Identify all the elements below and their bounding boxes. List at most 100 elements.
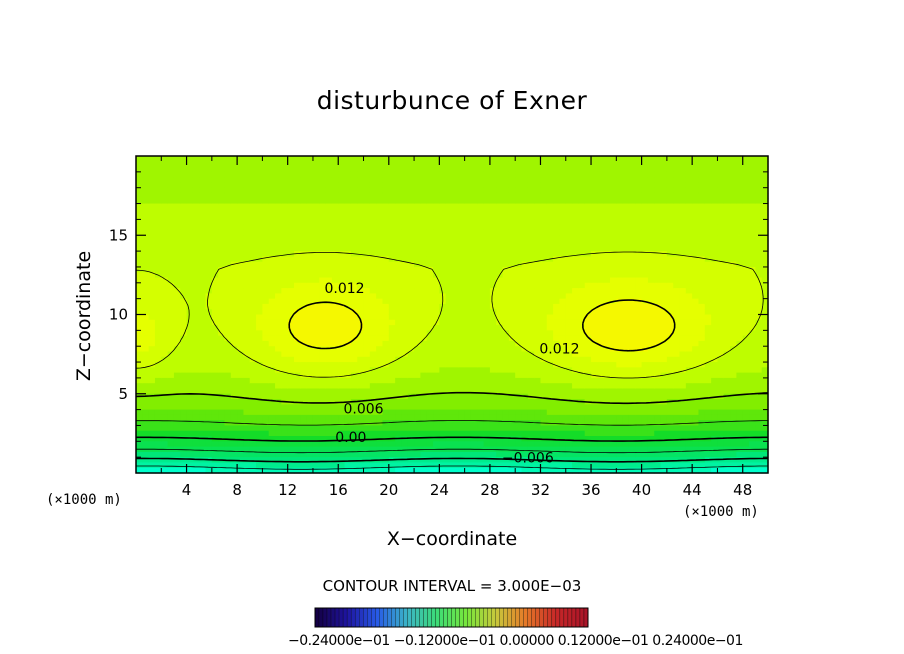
colorbar-segment xyxy=(567,607,573,628)
colorbar-segment xyxy=(407,607,412,628)
colorbar-segment xyxy=(326,607,332,628)
colorbar-segment xyxy=(379,607,384,628)
colorbar-segment xyxy=(491,607,496,628)
colorbar-segment xyxy=(359,607,364,628)
colorbar-segment xyxy=(531,607,536,628)
colorbar-segment xyxy=(511,607,516,628)
x-tick-label: 24 xyxy=(430,481,449,499)
colorbar-segment xyxy=(354,607,360,628)
x-tick-label: 28 xyxy=(480,481,499,499)
x-unit-left: (×1000 m) xyxy=(46,492,122,508)
x-tick-label: 44 xyxy=(683,481,702,499)
colorbar-segment xyxy=(519,607,524,628)
colorbar-segment xyxy=(375,607,380,628)
colorbar-segment xyxy=(527,607,532,628)
colorbar-segment xyxy=(543,607,549,628)
colorbar-segment xyxy=(579,607,585,628)
contour-label: 0.012 xyxy=(539,341,579,357)
colorbar-segment xyxy=(367,607,372,628)
colorbar-segment xyxy=(419,607,424,628)
colorbar-segment xyxy=(334,607,340,628)
contour-line xyxy=(136,448,768,454)
colorbar-segment xyxy=(551,607,557,628)
colorbar-segment xyxy=(338,607,344,628)
x-unit-right: (×1000 m) xyxy=(683,504,759,520)
colorbar-segment xyxy=(395,607,400,628)
colorbar-segment xyxy=(535,607,540,628)
colorbar-segment xyxy=(423,607,428,628)
y-tick-label: 10 xyxy=(109,306,128,324)
contour-line xyxy=(288,299,676,352)
chart-title: disturbunce of Exner xyxy=(316,86,588,115)
colorbar-segment xyxy=(463,607,468,628)
colorbar-segment xyxy=(483,607,488,628)
colorbar-segment xyxy=(371,607,376,628)
colorbar-segment xyxy=(314,607,320,628)
field-fill xyxy=(136,156,769,474)
colorbar-segment xyxy=(547,607,553,628)
x-tick-label: 12 xyxy=(278,481,297,499)
colorbar-segment xyxy=(435,607,440,628)
colorbar-segment xyxy=(399,607,404,628)
contour-line xyxy=(136,436,768,442)
contour-label: 0.006 xyxy=(343,402,383,418)
contour-label: −0.006 xyxy=(502,451,554,467)
colorbar-segment xyxy=(322,607,328,628)
colorbar-segment xyxy=(503,607,508,628)
colorbar-segment xyxy=(383,607,388,628)
x-tick-label: 32 xyxy=(531,481,550,499)
colorbar-segment xyxy=(559,607,565,628)
colorbar-segment xyxy=(499,607,504,628)
colorbar-segment xyxy=(387,607,392,628)
x-tick-label: 48 xyxy=(733,481,752,499)
colorbar-segment xyxy=(459,607,464,628)
colorbar-segment xyxy=(363,607,368,628)
colorbar-segment xyxy=(451,607,456,628)
colorbar-segment xyxy=(447,607,452,628)
colorbar-segment xyxy=(350,607,356,628)
contour-label: 0.00 xyxy=(335,430,366,446)
colorbar-segment xyxy=(539,607,544,628)
x-tick-label: 16 xyxy=(329,481,348,499)
contour-interval-text: CONTOUR INTERVAL = 3.000E−03 xyxy=(322,577,582,595)
colorbar-segment xyxy=(439,607,444,628)
colorbar-segment xyxy=(487,607,492,628)
colorbar-segment xyxy=(342,607,348,628)
x-tick-label: 20 xyxy=(379,481,398,499)
x-axis-label: X−coordinate xyxy=(386,528,518,550)
colorbar-segment xyxy=(495,607,500,628)
colorbar-segment xyxy=(515,607,520,628)
colorbar-segment xyxy=(411,607,416,628)
colorbar-segment xyxy=(427,607,432,628)
contour-line xyxy=(136,457,769,463)
colorbar-segment xyxy=(571,607,577,628)
colorbar-segment xyxy=(330,607,336,628)
x-tick-label: 4 xyxy=(182,481,192,499)
x-tick-label: 40 xyxy=(632,481,651,499)
colorbar-segment xyxy=(523,607,528,628)
colorbar-frame xyxy=(314,607,589,628)
colorbar-segment xyxy=(403,607,408,628)
contour-line xyxy=(136,420,768,426)
colorbar-segment xyxy=(391,607,396,628)
x-tick-label: 36 xyxy=(581,481,600,499)
colorbar-segment xyxy=(583,607,589,628)
colorbar-segment xyxy=(346,607,352,628)
colorbar-segment xyxy=(555,607,561,628)
colorbar-segment xyxy=(563,607,569,628)
colorbar-segment xyxy=(443,607,448,628)
contour-label: 0.012 xyxy=(325,281,365,297)
contour-line xyxy=(135,391,769,405)
contour-line xyxy=(135,251,764,379)
colorbar-segment xyxy=(455,607,460,628)
colorbar-segment xyxy=(471,607,476,628)
colorbar-segment xyxy=(479,607,484,628)
x-tick-label: 8 xyxy=(232,481,242,499)
y-tick-label: 5 xyxy=(118,385,128,403)
colorbar-labels: −0.24000e−01 −0.12000e−01 0.00000 0.1200… xyxy=(288,633,743,649)
colorbar-segment xyxy=(431,607,436,628)
colorbar-segment xyxy=(575,607,581,628)
colorbar-segment xyxy=(467,607,472,628)
colorbar-segment xyxy=(318,607,324,628)
